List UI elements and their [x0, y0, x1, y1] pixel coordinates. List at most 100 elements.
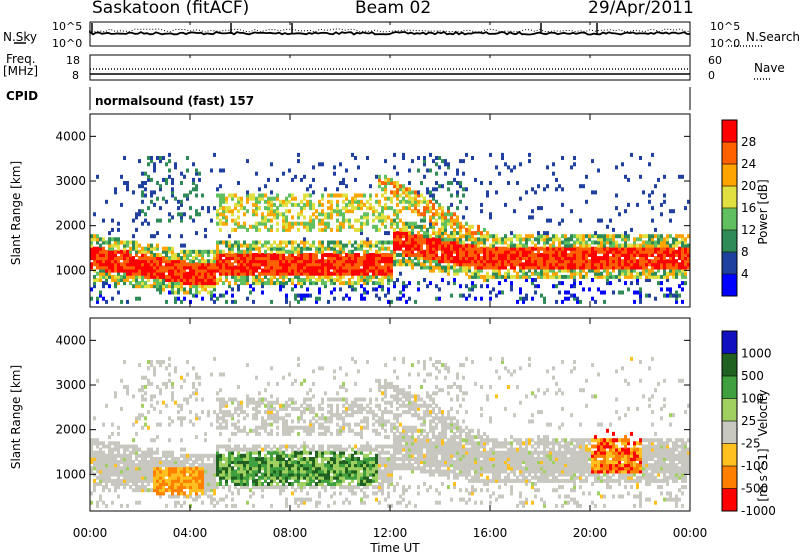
power-cell [102, 284, 105, 289]
velocity-cell [282, 488, 285, 493]
velocity-cell [93, 416, 96, 421]
power-cell [216, 262, 219, 267]
power-cell [432, 221, 435, 226]
velocity-cell [129, 469, 132, 474]
velocity-cell [201, 488, 204, 493]
power-cell [327, 206, 330, 211]
power-cell [510, 253, 513, 257]
power-cell [420, 240, 423, 245]
power-cell [312, 218, 315, 223]
velocity-cell [219, 457, 222, 461]
power-cell [237, 268, 240, 273]
power-cell [291, 193, 294, 198]
power-cell [645, 262, 648, 267]
power-cell [297, 262, 300, 267]
power-cell [546, 240, 549, 245]
power-cell [372, 287, 375, 292]
power-cell [297, 221, 300, 226]
velocity-cell [279, 488, 282, 493]
power-cell [123, 246, 126, 251]
power-cell [153, 281, 156, 286]
power-cell [654, 271, 657, 276]
power-cell [312, 190, 315, 195]
velocity-cell [285, 497, 288, 502]
power-cell [420, 218, 423, 223]
power-cell [630, 274, 633, 279]
power-cell [423, 206, 426, 211]
velocity-cell [264, 447, 267, 452]
power-cell [510, 274, 513, 279]
velocity-cell [231, 413, 234, 418]
power-cell [489, 274, 492, 279]
power-cell [150, 271, 153, 276]
power-cell [111, 274, 114, 279]
power-cell [186, 262, 189, 267]
velocity-cell [267, 431, 270, 436]
velocity-cell [309, 469, 312, 474]
power-cell [273, 253, 276, 257]
power-cell [630, 253, 633, 257]
nsearch-label: N.Search [746, 30, 800, 44]
power-cell [360, 224, 363, 229]
power-cell [300, 249, 303, 254]
velocity-cell [150, 363, 153, 368]
power-cell [345, 265, 348, 270]
power-cell [537, 237, 540, 242]
power-cell [543, 296, 546, 301]
power-cell [495, 293, 498, 298]
power-cell [363, 249, 366, 254]
power-cell [489, 256, 492, 261]
velocity-cell [309, 450, 312, 455]
velocity-cell [267, 485, 270, 490]
power-cell [402, 227, 405, 232]
power-cell [618, 246, 621, 251]
power-cell [567, 246, 570, 251]
velocity-cell [306, 457, 309, 461]
velocity-cell [225, 457, 228, 461]
power-cell [162, 196, 165, 201]
power-cell [258, 265, 261, 270]
power-cell [642, 271, 645, 276]
velocity-cell [147, 463, 150, 468]
velocity-cell [279, 475, 282, 480]
power-cell [255, 202, 258, 207]
power-cell [261, 218, 264, 223]
power-cell [411, 199, 414, 204]
power-cell [672, 243, 675, 248]
power-cell [402, 253, 405, 257]
velocity-cell [99, 447, 102, 452]
velocity-cell [99, 478, 102, 483]
velocity-cell [291, 475, 294, 480]
velocity-cell [321, 485, 324, 490]
power-cell [357, 243, 360, 248]
power-cell [240, 202, 243, 207]
power-cell [282, 215, 285, 220]
power-cell [315, 246, 318, 251]
power-cell [441, 159, 444, 164]
velocity-cell [129, 475, 132, 480]
power-cell [627, 274, 630, 279]
power-cell [411, 227, 414, 232]
velocity-cell [219, 397, 222, 402]
power-cell [486, 256, 489, 261]
velocity-cell [240, 406, 243, 411]
velocity-cell [186, 453, 189, 458]
velocity-cell [282, 416, 285, 421]
power-cell [150, 234, 153, 239]
power-cell [225, 256, 228, 261]
power-cell [216, 253, 219, 257]
power-cell [219, 196, 222, 201]
power-cell [375, 259, 378, 264]
velocity-cell [141, 475, 144, 480]
power-cell [378, 184, 381, 189]
velocity-cell [153, 369, 156, 374]
power-cell [447, 262, 450, 267]
power-cell [684, 271, 687, 276]
power-cell [201, 265, 204, 270]
power-cell [675, 249, 678, 254]
power-cell [291, 215, 294, 220]
power-cell [414, 253, 417, 257]
power-cell [588, 253, 591, 257]
power-cell [543, 259, 546, 264]
power-cell [270, 262, 273, 267]
